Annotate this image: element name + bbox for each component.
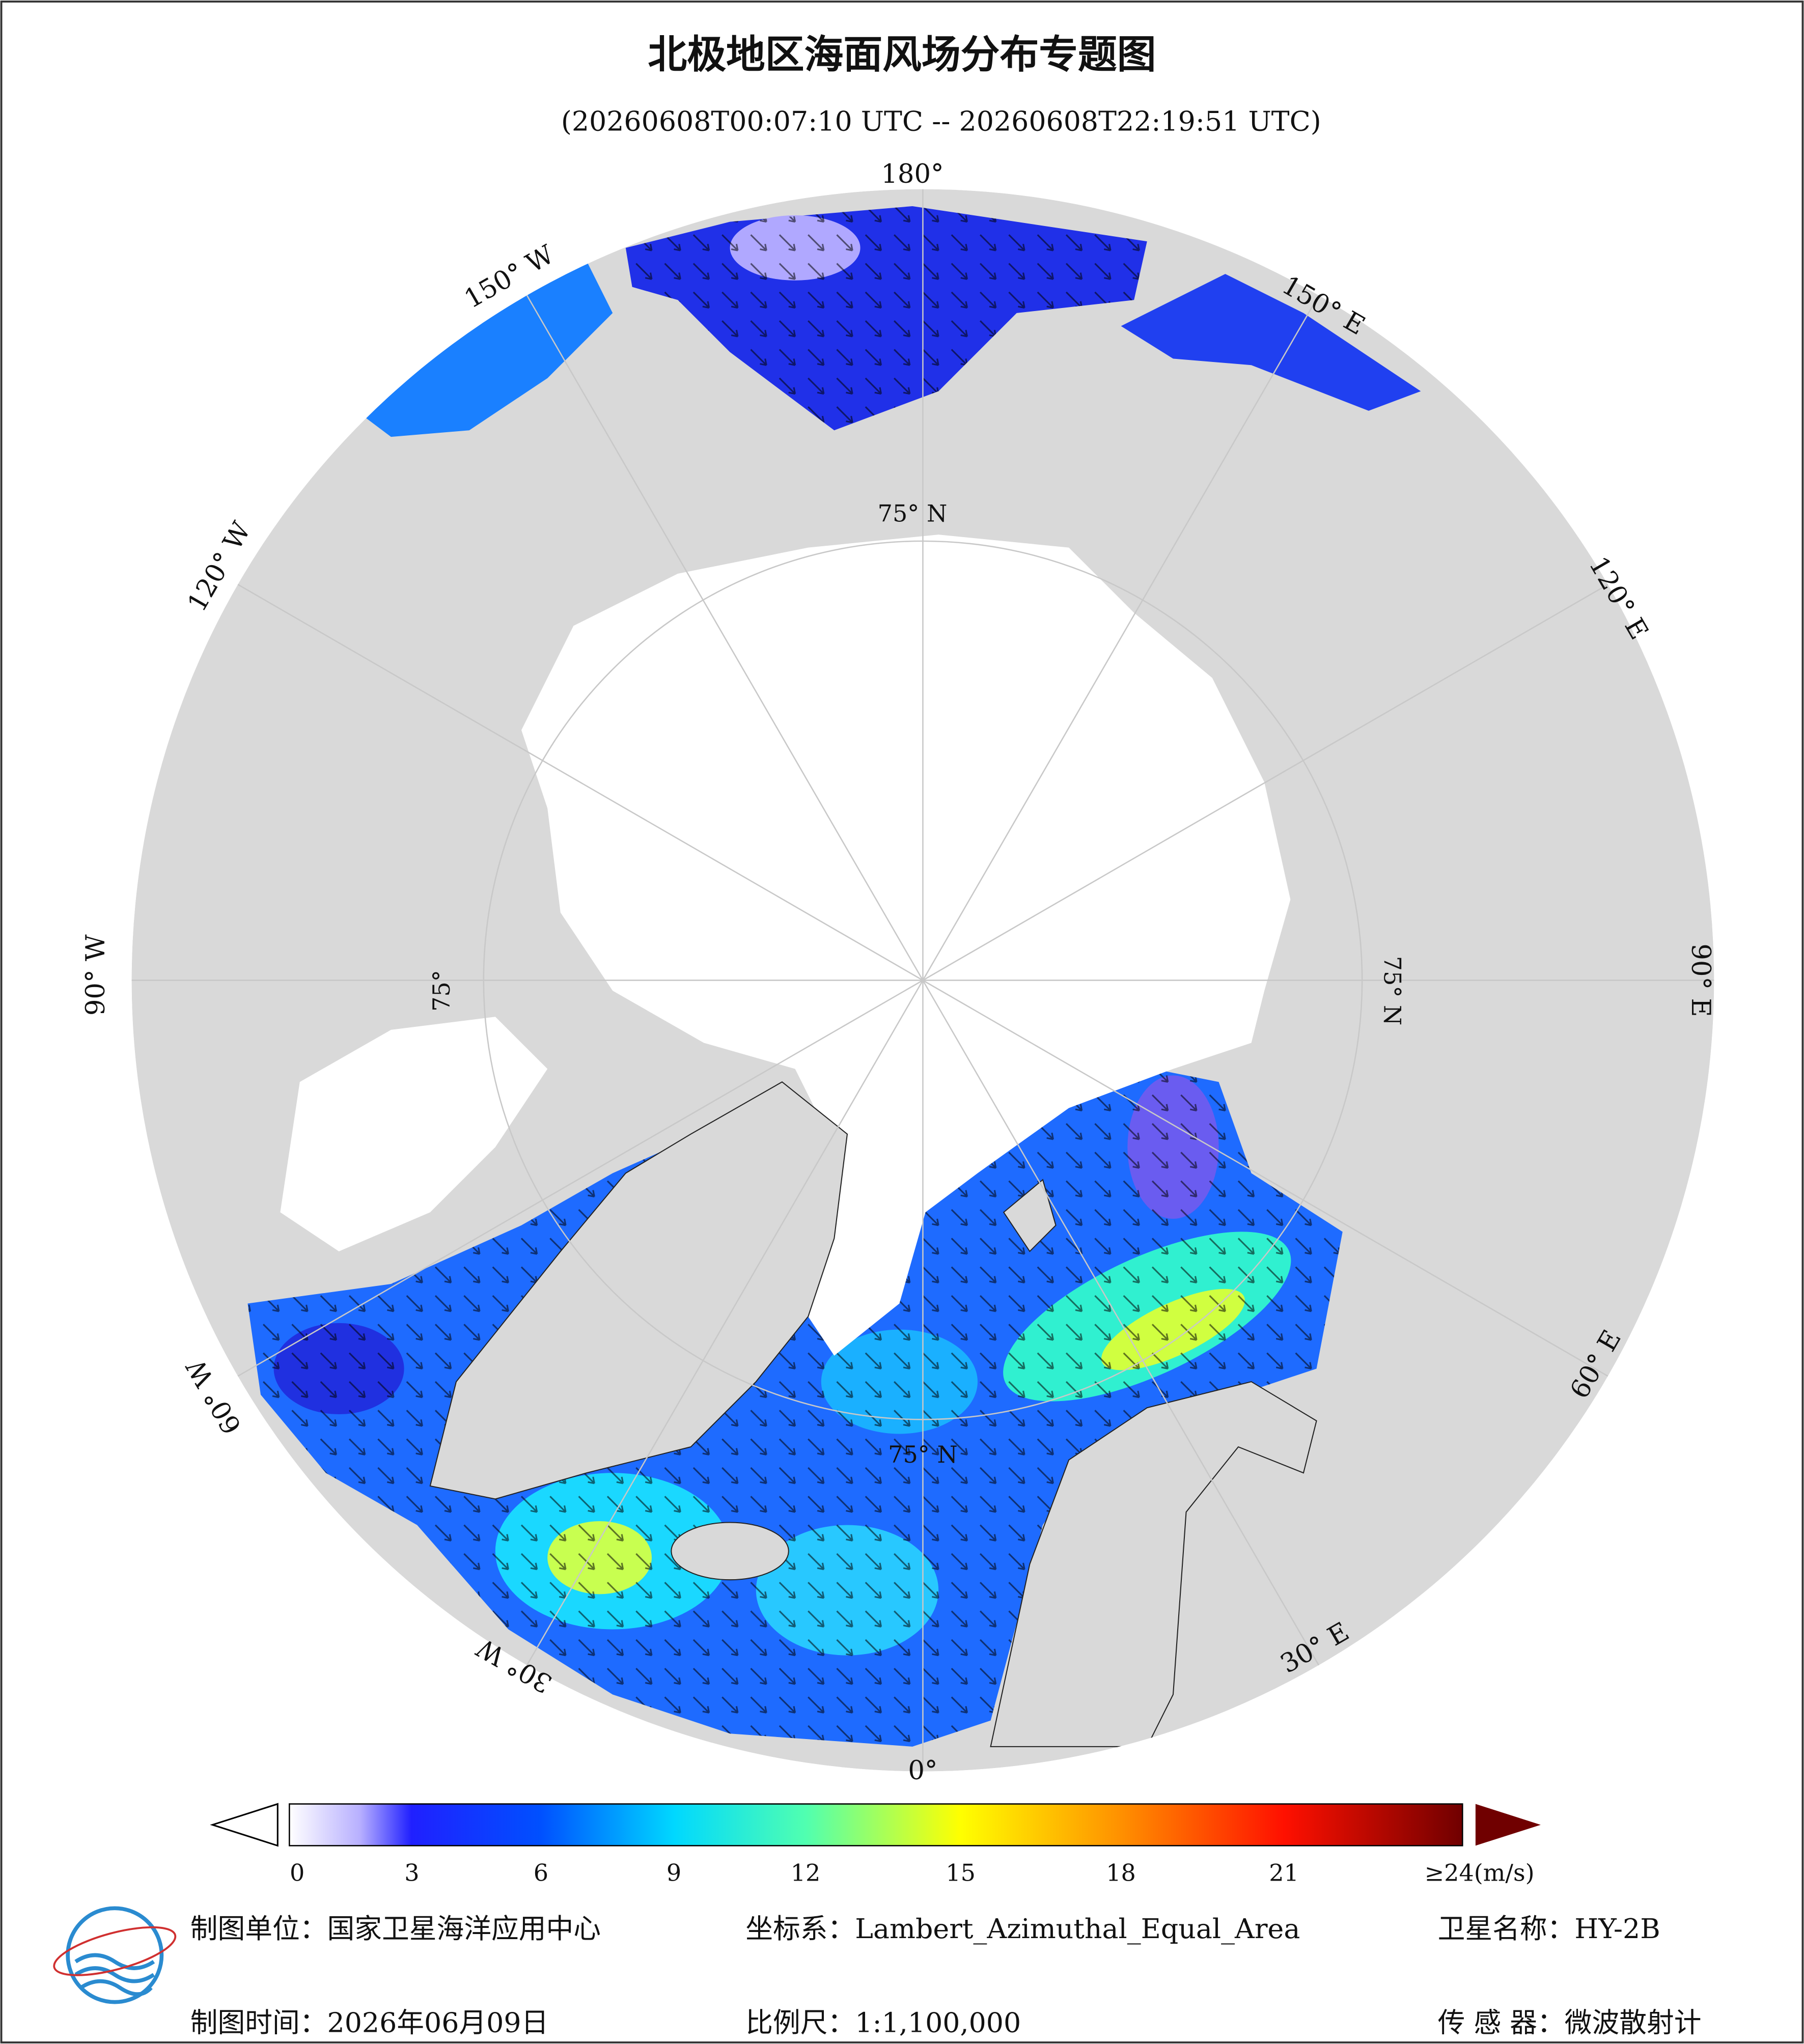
sensor: 传 感 器：微波散射计 bbox=[1438, 2006, 1702, 2038]
colorbar-tick-label: 21 bbox=[1269, 1859, 1299, 1887]
svalbard bbox=[1003, 1179, 1057, 1252]
wind-field bbox=[1121, 274, 1421, 411]
longitude-label: 90° E bbox=[1685, 943, 1716, 1017]
scandinavia bbox=[990, 1381, 1317, 1747]
graticule bbox=[131, 189, 1714, 1772]
longitude-label: 180° bbox=[881, 159, 943, 189]
latitude-label: 75° N bbox=[878, 499, 948, 527]
latitude-label: 75° bbox=[428, 970, 455, 1012]
colorbar-tick-label: 0 bbox=[290, 1859, 304, 1887]
colorbar-over bbox=[1475, 1804, 1541, 1846]
map-date: 制图时间：2026年06月09日 bbox=[190, 2006, 549, 2038]
colorbar-tick-label: 12 bbox=[791, 1859, 821, 1887]
colorbar-tick-label: ≥24(m/s) bbox=[1425, 1859, 1535, 1887]
colorbar-tick-label: 15 bbox=[946, 1859, 976, 1887]
colorbar-tick-label: 6 bbox=[534, 1859, 548, 1887]
colorbar-ticks: 0 3 6 9 12 15 18 21 ≥24(m/s) bbox=[290, 1859, 1535, 1887]
wind-field bbox=[365, 261, 613, 437]
title: 北极地区海面风场分布专题图 bbox=[648, 33, 1156, 78]
colorbar bbox=[289, 1803, 1463, 1846]
latitude-label: 75° N bbox=[888, 1441, 958, 1468]
logo bbox=[53, 1906, 177, 2004]
colorbar-under bbox=[210, 1803, 279, 1847]
greenland bbox=[429, 1081, 848, 1500]
map-scale: 比例尺：1:1,100,000 bbox=[745, 2006, 1021, 2038]
colorbar-tick-label: 18 bbox=[1106, 1859, 1136, 1887]
satellite: 卫星名称：HY-2B bbox=[1438, 1913, 1660, 1945]
polar-ocean bbox=[521, 535, 1291, 1356]
coordinate-system: 坐标系：Lambert_Azimuthal_Equal_Area bbox=[745, 1913, 1300, 1945]
iceland bbox=[671, 1522, 789, 1581]
map-unit: 制图单位：国家卫星海洋应用中心 bbox=[190, 1913, 601, 1945]
colorbar-tick-label: 3 bbox=[404, 1859, 419, 1887]
polar-ocean bbox=[280, 1017, 548, 1252]
longitude-label: 0° bbox=[908, 1755, 937, 1786]
latitude-label: 75° N bbox=[1379, 956, 1406, 1026]
subtitle: (20260608T00:07:10 UTC -- 20260608T22:19… bbox=[561, 105, 1321, 137]
colorbar-tick-label: 9 bbox=[667, 1859, 681, 1887]
longitude-label: 90° W bbox=[80, 934, 111, 1016]
